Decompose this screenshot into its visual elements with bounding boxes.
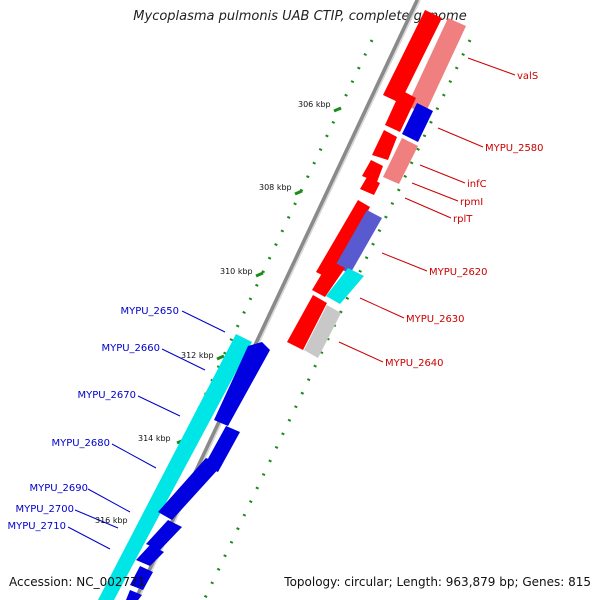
scale-tick [255, 271, 264, 278]
gene-MYPU_2640-light [304, 305, 341, 358]
scale-tick [333, 106, 342, 113]
scale-tick [294, 189, 303, 196]
gene-labels-right: valS MYPU_2580 infC rpmI rplT MYPU_2620 … [385, 71, 544, 369]
gene-MYPU_2580 [385, 90, 416, 132]
scale-label: 306 kbp [298, 100, 331, 109]
gene-label: rplT [453, 214, 473, 225]
gene-MYPU_2620-light [335, 210, 382, 274]
gene-label: MYPU_2630 [406, 314, 465, 325]
gene-labels-left: MYPU_2650 MYPU_2660 MYPU_2670 MYPU_2680 … [7, 306, 179, 532]
scale-labels: 306 kbp 308 kbp 310 kbp 312 kbp 314 kbp … [95, 100, 331, 525]
gene-MYPU_2650 [214, 342, 270, 426]
gene-MYPU_2680 [146, 520, 182, 550]
scale-label: 314 kbp [138, 434, 171, 443]
gene-valS-light [407, 18, 466, 114]
leaders-right [338, 57, 516, 363]
gene-label: MYPU_2680 [51, 438, 110, 449]
gene-rpmI [362, 160, 383, 182]
gene-MYPU_2580-light [402, 103, 433, 142]
leaders-left [67, 310, 226, 550]
gene-label: valS [517, 71, 538, 82]
gene-label: MYPU_2700 [15, 504, 74, 515]
gene-label: MYPU_2650 [120, 306, 179, 317]
gene-label: MYPU_2620 [429, 267, 488, 278]
gene-infC-light [383, 138, 418, 184]
gene-infC [372, 130, 397, 160]
gene-label: rpmI [460, 197, 483, 208]
scale-label: 310 kbp [220, 267, 253, 276]
gene-rplT [360, 177, 380, 195]
gene-MYPU_2700 [130, 566, 153, 590]
gene-MYPU_2710 [126, 590, 142, 600]
scale-label: 308 kbp [259, 183, 292, 192]
gene-label: infC [467, 179, 487, 190]
scale-label: 316 kbp [95, 516, 128, 525]
gene-MYPU_2690 [136, 545, 164, 566]
gene-valS [383, 10, 442, 103]
gene-MYPU_2650-light [98, 334, 252, 600]
scale-tick [216, 354, 225, 361]
genome-summary: Topology: circular; Length: 963,879 bp; … [284, 575, 591, 589]
gene-label: MYPU_2690 [29, 483, 88, 494]
gene-label: MYPU_2640 [385, 358, 444, 369]
gene-MYPU_2670 [158, 458, 222, 520]
gene-label: MYPU_2580 [485, 143, 544, 154]
gene-label: MYPU_2660 [101, 343, 160, 354]
forward-genes [287, 10, 466, 358]
accession-text: Accession: NC_002771 [9, 575, 146, 589]
gene-label: MYPU_2710 [7, 521, 66, 532]
gene-MYPU_2630-light [326, 268, 364, 304]
gene-MYPU_2620 [316, 200, 370, 280]
scale-label: 312 kbp [181, 351, 214, 360]
map-title: Mycoplasma pulmonis UAB CTIP, complete g… [133, 9, 467, 24]
gene-MYPU_2660 [204, 426, 240, 472]
gene-MYPU_2640 [287, 295, 327, 350]
reverse-genes [98, 334, 270, 600]
gene-label: MYPU_2670 [77, 390, 136, 401]
gene-MYPU_2630 [312, 260, 345, 297]
